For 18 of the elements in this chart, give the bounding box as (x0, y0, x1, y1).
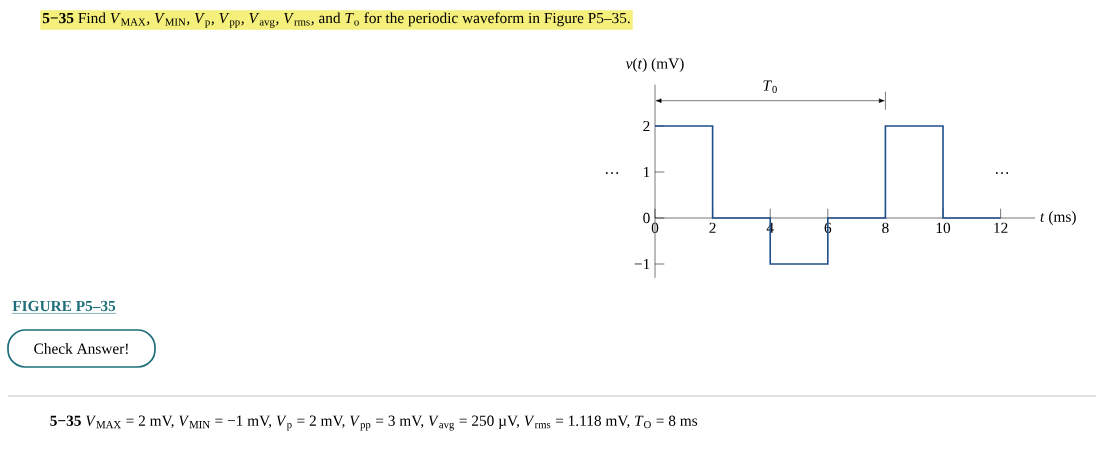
x-axis-title: t (ms) (1040, 211, 1076, 225)
text: … (605, 172, 619, 174)
annotation: … (995, 172, 1009, 174)
caption: FIGURE P5–35 (12, 300, 116, 312)
x-tick-label: 10 (936, 222, 951, 234)
text: Check Answer! (34, 343, 128, 354)
x-tick-label: 0 (651, 222, 659, 234)
chart-title: 5−35 Find V$_{MAX}$, V$_{MIN}$, V$_{p}$, V$_{pp}$, V$_{avg}$, V$_{rms}$, and T$_{o}$ for the periodic waveform in Figure P5–35. (42, 12, 630, 28)
x-tick-label: 8 (882, 222, 889, 234)
y-axis-title: v(t) (mV) (625, 57, 684, 72)
y-tick-label: 2 (643, 120, 650, 132)
y-tick-label: −1 (634, 258, 650, 270)
annotation: T$_{0}$ (763, 80, 777, 93)
text: 5−35 V$_{MAX}$ = 2 mV, V$_{MIN}$ = −1 mV, V$_{p}$ = 2 mV, V$_{pp}$ = 3 mV, V$_{avg}$ = 250 µV, V$_{rms}$ = 1.118 mV, T$_{O}$ = 8 ms (50, 415, 698, 431)
x-tick-label: 12 (994, 222, 1008, 233)
y-tick-label: 1 (643, 166, 650, 178)
y-tick-label: 0 (643, 212, 650, 224)
x-tick-label: 2 (709, 222, 716, 233)
